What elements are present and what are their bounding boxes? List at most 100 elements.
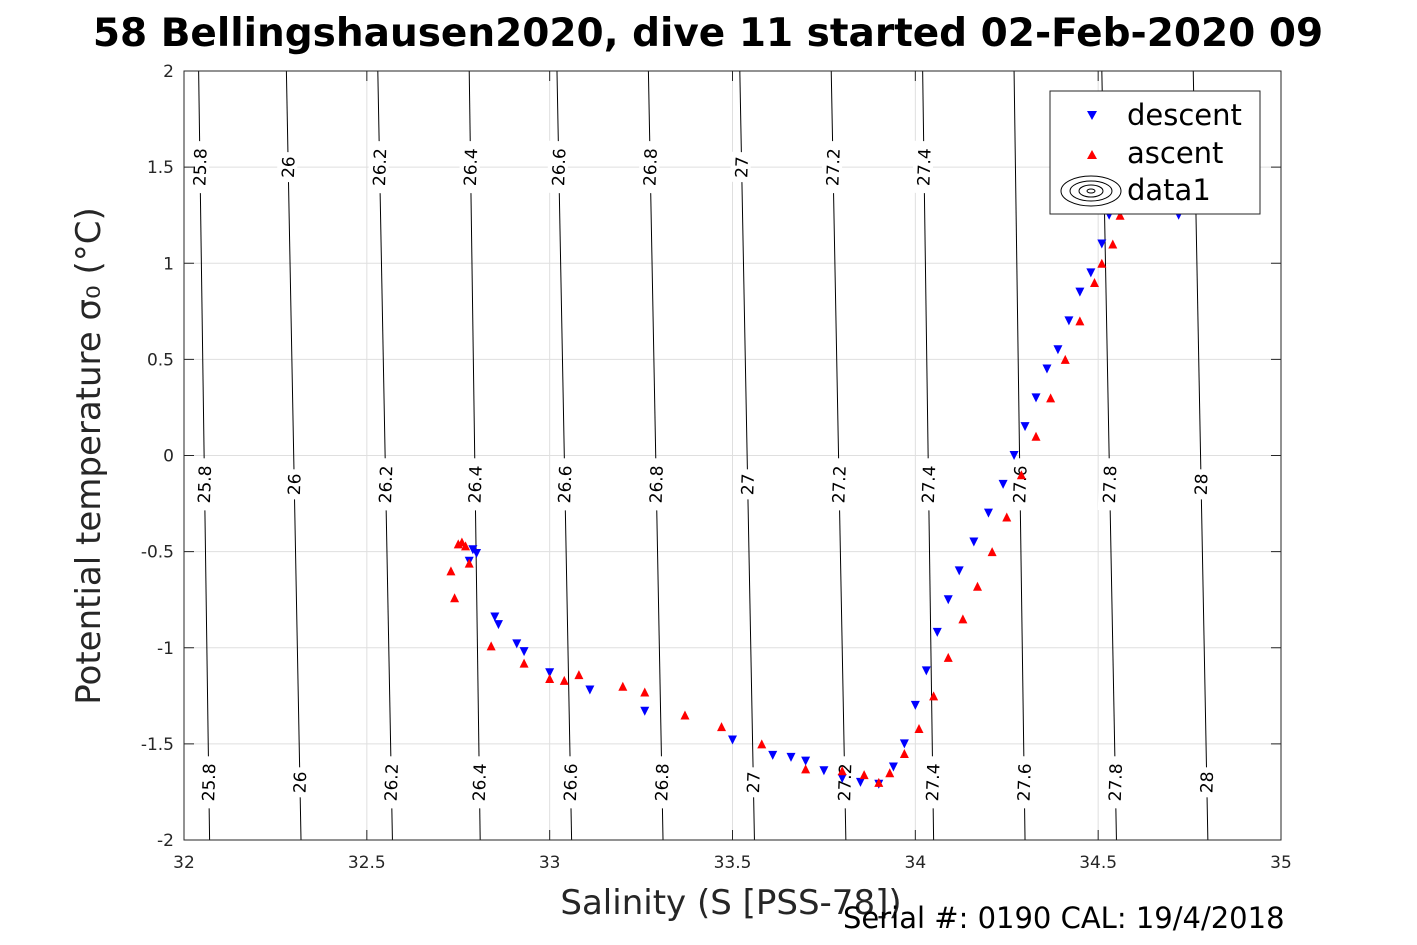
density-contour-line — [1013, 70, 1026, 841]
contour-label-bg — [288, 766, 310, 798]
contour-label-group: 27.2 — [821, 140, 845, 194]
legend-data1-label: data1 — [1127, 173, 1211, 207]
contour-label-group: 28 — [1195, 766, 1218, 798]
contour-label-group: 27 — [736, 468, 759, 500]
contour-label: 27 — [744, 771, 765, 793]
descent-point — [1064, 316, 1074, 326]
descent-point — [1009, 451, 1019, 460]
ascent-point — [958, 614, 968, 624]
descent-point — [786, 752, 796, 762]
contour-label-group: 26.6 — [558, 755, 582, 809]
contour-label-bg — [467, 755, 490, 809]
contour-label: 28 — [1192, 473, 1213, 495]
contour-label-group: 26.8 — [638, 140, 662, 194]
y-tick-label: -1.5 — [141, 735, 174, 755]
x-tick-label: 34.5 — [1079, 853, 1117, 873]
descent-point — [910, 700, 920, 710]
contour-label: 26.4 — [470, 763, 491, 802]
chart-title: 58 Bellingshausen2020, dive 11 started 0… — [93, 11, 1323, 56]
ascent-point — [1075, 316, 1085, 326]
contour-label-bg — [196, 755, 219, 809]
descent-point — [768, 750, 778, 760]
ascent-point — [1046, 393, 1056, 403]
y-tick-label: -2 — [157, 831, 174, 851]
contour-label-group: 27.6 — [1008, 457, 1032, 511]
ascent-point — [640, 687, 650, 697]
contour-label-bg — [373, 457, 396, 511]
ascent-point — [717, 722, 727, 732]
contour-label-group: 25.8 — [188, 140, 212, 194]
contour-label: 26.8 — [647, 465, 668, 504]
descent-point — [585, 685, 595, 695]
contour-label-group: 26.6 — [552, 457, 576, 511]
contour-label: 26.4 — [465, 465, 486, 504]
contour-label-group: 26.8 — [650, 755, 674, 809]
ascent-point — [899, 748, 909, 758]
contour-label-bg — [282, 468, 304, 500]
ascent-point — [486, 641, 496, 651]
contour-label: 26.2 — [382, 763, 403, 802]
density-contour-labels: 25.8 26 26.2 26.4 26.6 26.8 27 27.2 27.4 27.8 28 25… — [188, 140, 1218, 809]
contour-label: 27 — [738, 473, 759, 495]
descent-point — [1086, 268, 1096, 278]
ascent-point — [450, 593, 460, 603]
contour-label-bg — [1103, 755, 1126, 809]
contour-label-bg — [552, 457, 575, 511]
ascent-point — [545, 674, 555, 684]
contour-label-group: 27 — [730, 151, 753, 183]
contour-label: 27.2 — [823, 148, 844, 187]
contour-label-bg — [1189, 468, 1211, 500]
contour-label: 27.2 — [829, 465, 850, 504]
contour-label: 27.8 — [1100, 465, 1121, 504]
ascent-point — [1031, 431, 1041, 441]
legend[interactable]: descent ascent data1 — [1049, 90, 1261, 215]
contour-label: 26 — [279, 156, 300, 178]
contour-label: 28 — [1197, 771, 1218, 793]
descent-point — [490, 612, 500, 622]
descent-point — [983, 508, 993, 518]
descent-point — [932, 627, 942, 637]
contour-label-bg — [644, 457, 667, 511]
y-axis-ticks: -2 -1.5 -1 -0.5 0 0.5 1 1.5 2 — [141, 62, 1281, 851]
contour-label-bg — [736, 468, 758, 500]
contour-label-bg — [192, 457, 215, 511]
x-tick-label: 32.5 — [348, 853, 386, 873]
contour-label-bg — [458, 140, 481, 194]
contour-label-group: 26 — [282, 468, 306, 500]
contour-label: 27.4 — [914, 148, 935, 187]
contour-label: 25.8 — [195, 465, 216, 504]
descent-point — [472, 549, 482, 559]
ascent-point — [446, 566, 456, 576]
contour-label: 26.4 — [461, 148, 482, 187]
contour-label: 26.6 — [549, 148, 570, 187]
contour-label-bg — [638, 140, 661, 194]
descent-point — [519, 647, 529, 657]
contour-label-bg — [920, 755, 943, 809]
contour-label-group: 27.4 — [916, 457, 940, 511]
descent-point — [921, 666, 931, 676]
density-contour-line — [377, 70, 393, 841]
descent-point — [1020, 422, 1030, 432]
contour-label: 26.6 — [561, 763, 582, 802]
ascent-point — [987, 547, 997, 557]
descent-point — [998, 479, 1008, 489]
ascent-point — [972, 581, 982, 591]
descent-point — [819, 766, 829, 776]
descent-point — [855, 777, 865, 787]
descent-point — [640, 706, 650, 716]
ascent-point — [1108, 239, 1118, 249]
contour-label-bg — [741, 766, 763, 798]
descent-point — [545, 668, 555, 678]
x-axis-label: Salinity (S [PSS-78]) — [560, 883, 901, 923]
descent-point — [801, 756, 811, 766]
contour-label: 26.8 — [652, 763, 673, 802]
contour-label: 27 — [732, 156, 753, 178]
contour-label-bg — [276, 151, 298, 183]
descent-point — [1042, 364, 1052, 374]
contour-label-bg — [558, 755, 581, 809]
ascent-point — [1097, 258, 1107, 268]
descent-point — [1031, 393, 1041, 403]
descent-point — [1097, 239, 1107, 249]
contour-label-bg — [1012, 755, 1035, 809]
